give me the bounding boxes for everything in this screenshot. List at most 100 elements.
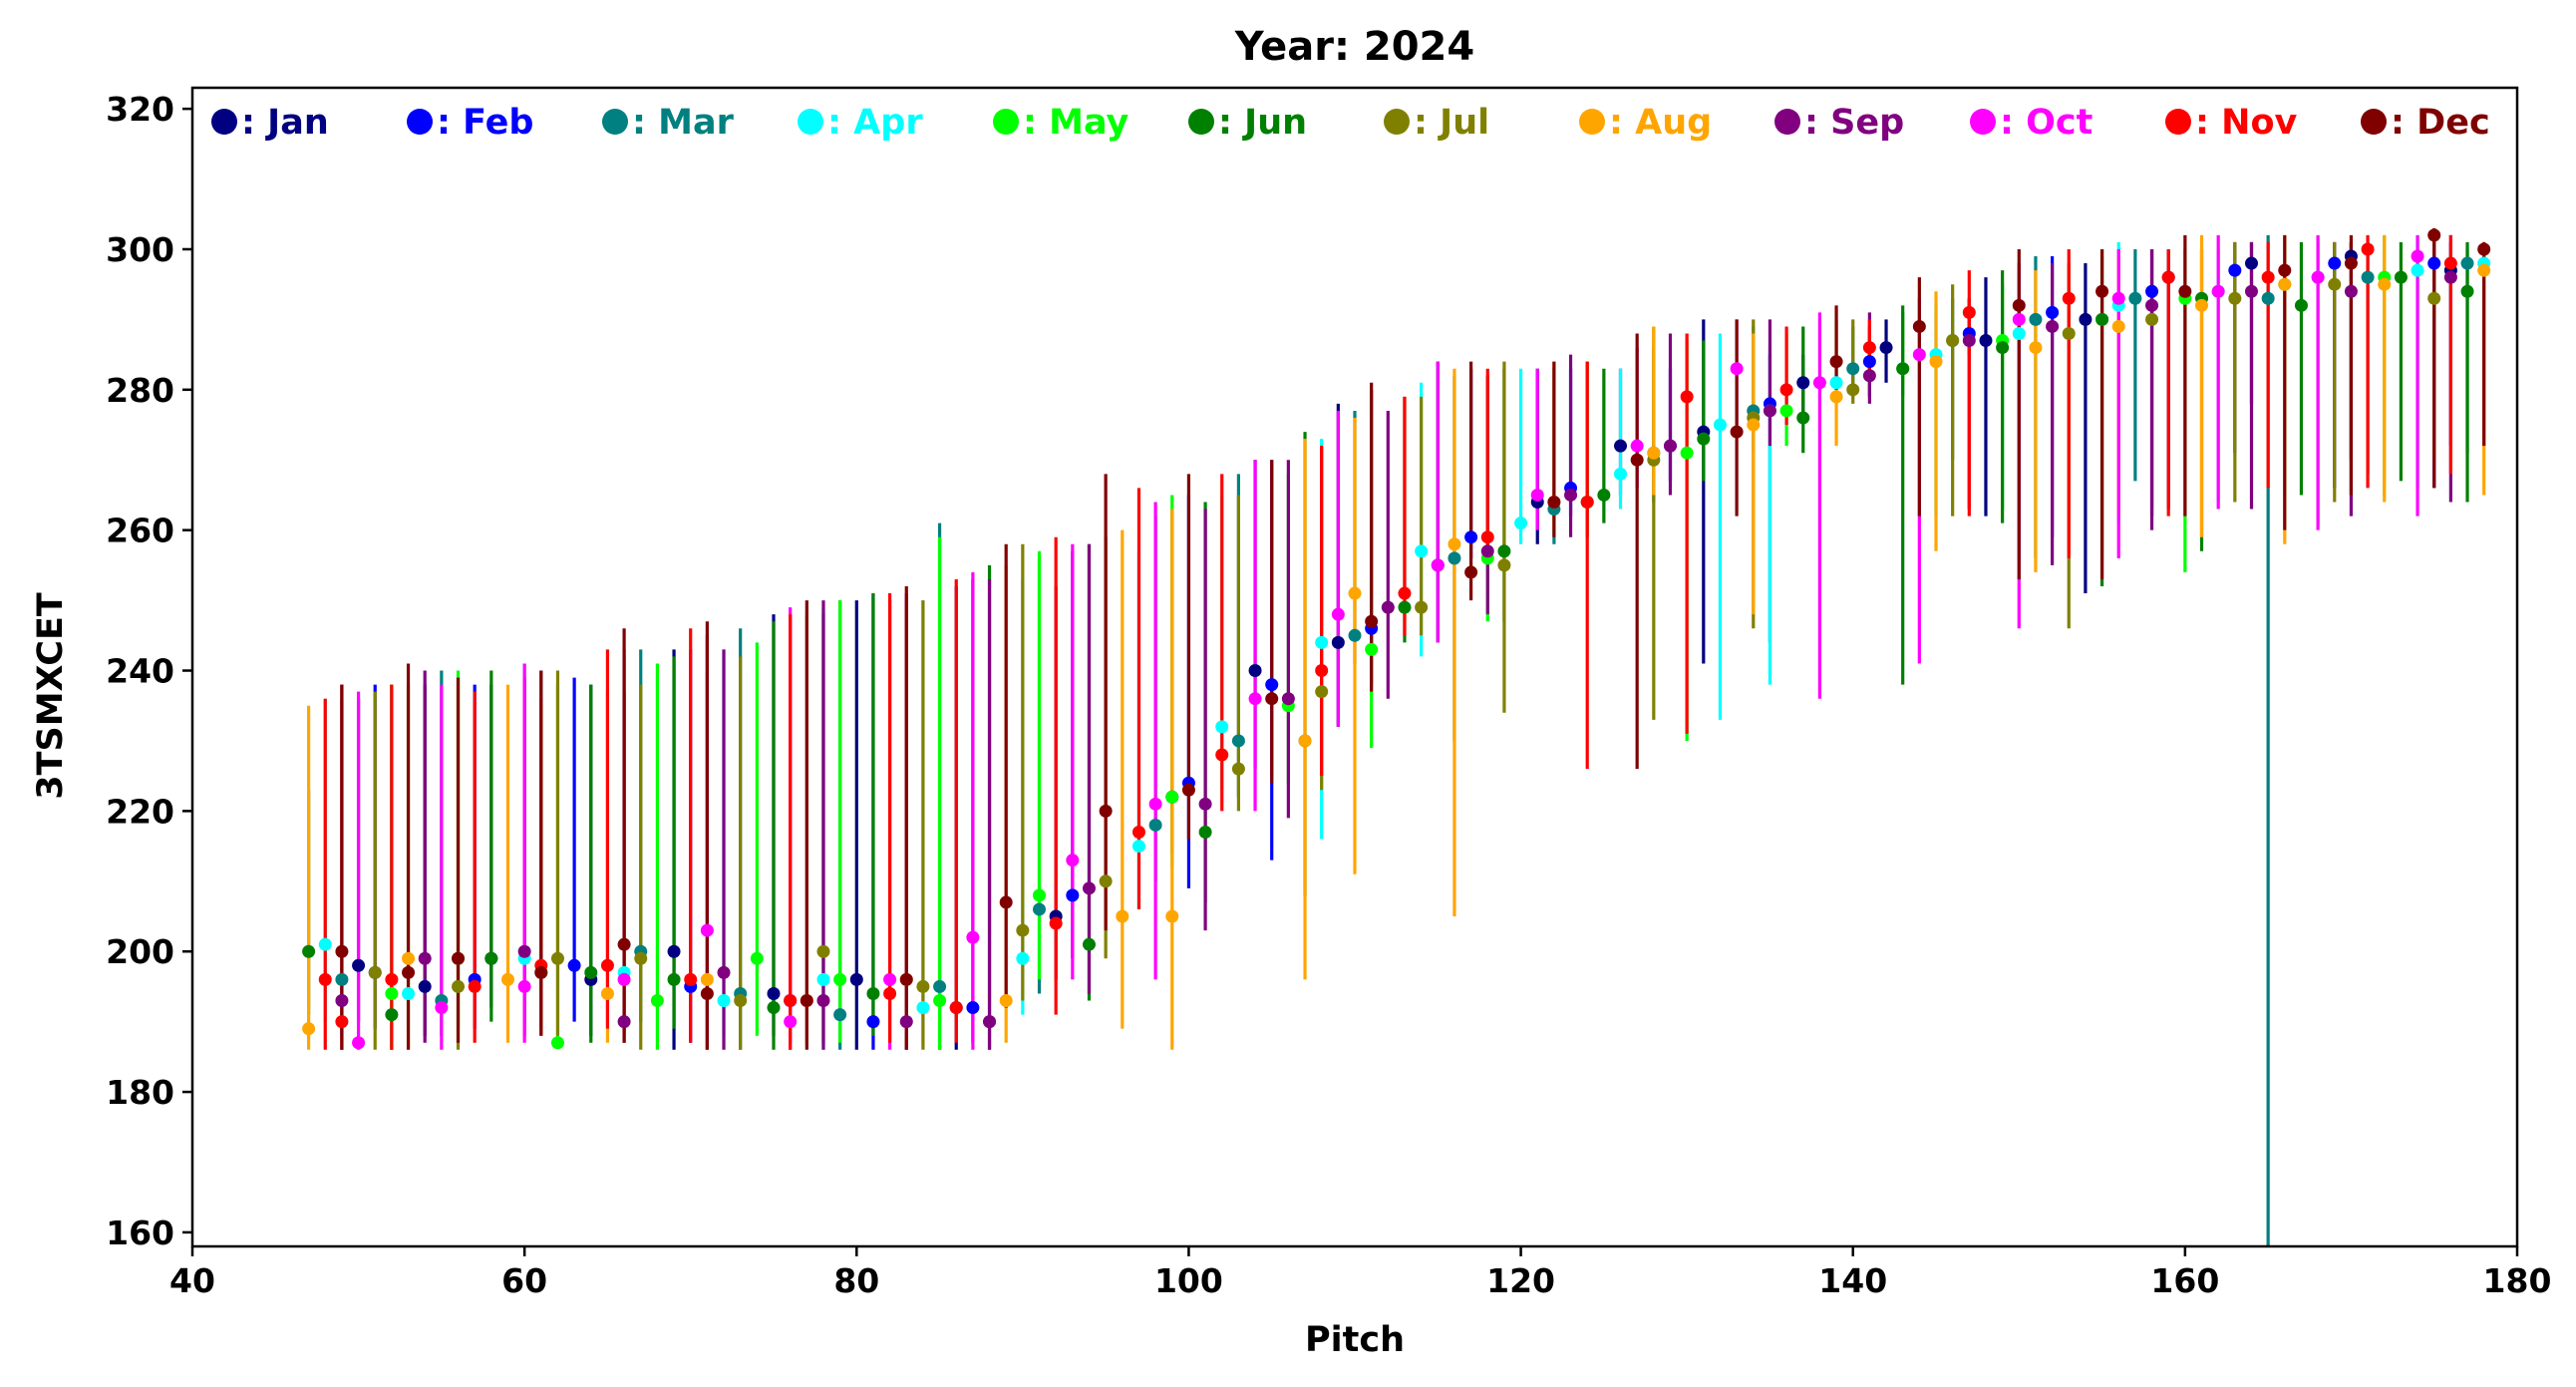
data-point xyxy=(2411,249,2424,263)
data-point xyxy=(700,972,714,986)
data-point xyxy=(1231,734,1245,748)
data-point xyxy=(750,951,764,965)
data-point xyxy=(1862,355,1876,369)
data-point xyxy=(1315,664,1329,678)
data-point xyxy=(1630,453,1644,467)
legend: : Jan: Feb: Mar: Apr: May: Jun: Jul: Aug… xyxy=(211,103,2490,143)
data-point xyxy=(1680,390,1694,404)
data-point xyxy=(1365,614,1379,628)
data-point xyxy=(1033,888,1047,902)
data-point xyxy=(1779,383,1793,397)
legend-marker xyxy=(1579,109,1605,135)
data-point xyxy=(2460,256,2474,270)
data-point xyxy=(2228,291,2242,305)
legend-label: : Apr xyxy=(827,103,923,143)
data-point xyxy=(784,1015,798,1029)
data-point xyxy=(1265,692,1279,706)
data-point xyxy=(1415,544,1429,558)
series-1-errorbars xyxy=(373,241,2436,1050)
data-point xyxy=(1829,355,1843,369)
data-point xyxy=(1547,496,1561,510)
data-point xyxy=(517,944,531,958)
data-point xyxy=(385,1008,399,1022)
data-point xyxy=(1348,586,1362,600)
series-0-errorbars xyxy=(356,241,2452,1050)
data-point xyxy=(1464,530,1478,544)
data-point xyxy=(966,930,980,944)
data-point xyxy=(1331,607,1345,621)
data-point xyxy=(1099,804,1113,818)
legend-item: : May xyxy=(993,103,1129,143)
data-point xyxy=(767,1001,781,1015)
legend-label: : Mar xyxy=(632,103,735,143)
x-tick-label: 80 xyxy=(833,1261,879,1300)
data-point xyxy=(1730,425,1744,439)
data-point xyxy=(617,972,631,986)
data-point xyxy=(318,937,332,951)
data-point xyxy=(2244,284,2258,298)
data-point xyxy=(2460,284,2474,298)
data-point xyxy=(2228,263,2242,277)
x-tick-label: 100 xyxy=(1154,1261,1223,1300)
data-point xyxy=(2477,263,2491,277)
data-point xyxy=(767,986,781,1000)
y-axis-label: 3TSMXCET xyxy=(31,592,71,800)
legend-item: : Nov xyxy=(2165,103,2298,143)
data-point xyxy=(1680,446,1694,460)
data-point xyxy=(1331,635,1345,649)
legend-marker xyxy=(407,109,433,135)
data-point xyxy=(584,965,598,979)
y-tick-label: 240 xyxy=(106,652,174,691)
legend-item: : Mar xyxy=(602,103,735,143)
data-point xyxy=(617,937,631,951)
data-point xyxy=(2378,277,2392,291)
legend-marker xyxy=(2165,109,2191,135)
legend-marker xyxy=(798,109,823,135)
data-point xyxy=(567,958,581,972)
series-2-errorbars xyxy=(340,234,2469,1246)
x-tick-label: 160 xyxy=(2150,1261,2219,1300)
x-tick-label: 140 xyxy=(1818,1261,1887,1300)
legend-label: : Jun xyxy=(1218,103,1307,143)
data-point xyxy=(2361,242,2375,256)
data-point xyxy=(1879,341,1893,355)
data-point xyxy=(1647,446,1661,460)
data-point xyxy=(1480,544,1494,558)
data-point xyxy=(2046,305,2060,319)
data-point xyxy=(816,944,830,958)
data-point xyxy=(933,994,947,1008)
legend-label: : Jan xyxy=(241,103,329,143)
data-point xyxy=(1165,909,1179,923)
data-point xyxy=(2161,270,2175,284)
data-point xyxy=(402,951,416,965)
data-point xyxy=(600,958,614,972)
data-point xyxy=(2128,291,2142,305)
data-point xyxy=(1530,488,1544,502)
data-point xyxy=(883,972,897,986)
data-point xyxy=(816,994,830,1008)
data-point xyxy=(999,895,1013,909)
legend-item: : Jul xyxy=(1384,103,1489,143)
data-point xyxy=(1431,558,1445,572)
data-point xyxy=(2178,284,2192,298)
data-point xyxy=(899,972,913,986)
legend-marker xyxy=(1188,109,1214,135)
data-point xyxy=(2443,256,2457,270)
legend-item: : Aug xyxy=(1579,103,1712,143)
data-point xyxy=(2361,270,2375,284)
data-point xyxy=(717,994,731,1008)
data-point xyxy=(1016,951,1030,965)
data-point xyxy=(866,986,880,1000)
data-point xyxy=(2328,256,2342,270)
data-point xyxy=(1747,418,1761,432)
legend-item: : Apr xyxy=(798,103,923,143)
data-point xyxy=(1248,692,1262,706)
y-tick-label: 320 xyxy=(106,90,174,129)
data-point xyxy=(2145,298,2159,312)
series-7-errorbars xyxy=(307,234,2486,1050)
data-point xyxy=(2095,312,2109,326)
legend-label: : Nov xyxy=(2195,103,2298,143)
data-point xyxy=(2062,291,2076,305)
legend-label: : Sep xyxy=(1804,103,1904,143)
data-point xyxy=(1846,383,1860,397)
